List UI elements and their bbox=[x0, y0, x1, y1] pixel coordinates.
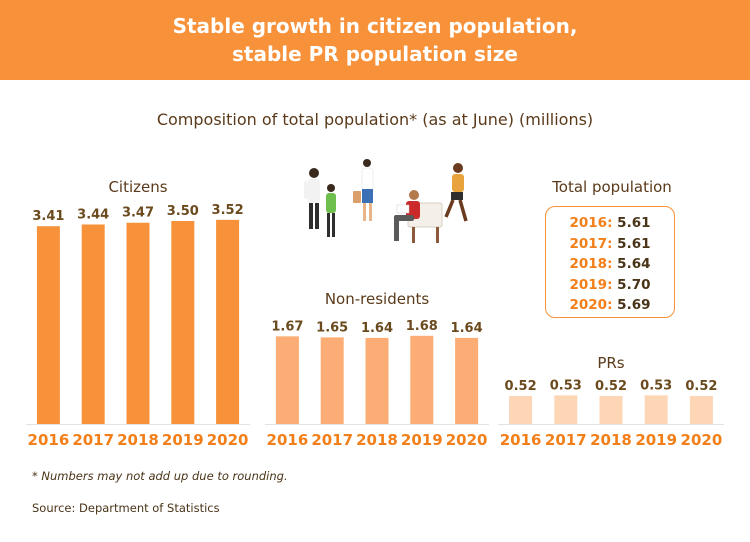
total-population-value: 5.61 bbox=[612, 235, 651, 252]
non-residents-bar-2020 bbox=[455, 337, 479, 424]
non-residents-value-label: 1.64 bbox=[451, 321, 483, 336]
prs-bar-2017 bbox=[554, 395, 578, 424]
header-banner: Stable growth in citizen population, sta… bbox=[0, 0, 750, 80]
non-residents-bar-2018 bbox=[365, 337, 389, 424]
total-population-year: 2019: bbox=[569, 276, 613, 293]
prs-year-label: 2017 bbox=[545, 431, 587, 449]
non-residents-chart-title: Non-residents bbox=[325, 290, 430, 308]
prs-year-label: 2018 bbox=[590, 431, 632, 449]
citizens-value-label: 3.52 bbox=[212, 203, 244, 218]
non-residents-bar-2017 bbox=[320, 337, 344, 424]
citizens-bar-2016 bbox=[36, 226, 60, 424]
citizens-year-label: 2016 bbox=[28, 431, 70, 449]
total-population-value: 5.69 bbox=[612, 297, 651, 313]
prs-bar-2019 bbox=[644, 395, 668, 424]
citizens-value-label: 3.44 bbox=[77, 207, 109, 222]
citizens-bar-2020 bbox=[216, 219, 240, 424]
citizens-bar-2018 bbox=[126, 222, 150, 424]
citizens-value-label: 3.50 bbox=[167, 204, 199, 219]
total-population-title: Total population bbox=[552, 178, 672, 196]
prs-value-label: 0.52 bbox=[685, 379, 717, 394]
total-population-value: 5.70 bbox=[612, 276, 651, 293]
citizens-bar-2019 bbox=[171, 221, 195, 424]
total-population-year: 2020: bbox=[569, 297, 613, 313]
prs-year-label: 2020 bbox=[681, 431, 723, 449]
prs-bar-2018 bbox=[599, 395, 623, 424]
prs-value-label: 0.52 bbox=[595, 379, 627, 394]
total-population-row: 2020: 5.69 bbox=[546, 295, 674, 316]
total-population-row: 2018: 5.64 bbox=[546, 254, 674, 275]
prs-chart-title: PRs bbox=[597, 354, 624, 372]
prs-year-label: 2019 bbox=[635, 431, 677, 449]
prs-value-label: 0.52 bbox=[505, 379, 537, 394]
non-residents-value-label: 1.65 bbox=[316, 320, 348, 335]
page-title-line-2: stable PR population size bbox=[232, 42, 518, 66]
non-residents-year-label: 2016 bbox=[267, 431, 309, 449]
prs-value-label: 0.53 bbox=[550, 378, 582, 393]
non-residents-year-label: 2018 bbox=[356, 431, 398, 449]
non-residents-year-label: 2017 bbox=[311, 431, 353, 449]
non-residents-bar-2019 bbox=[410, 335, 434, 424]
prs-bar-2020 bbox=[689, 395, 713, 424]
total-population-row: 2016: 5.61 bbox=[546, 213, 674, 234]
total-population-value: 5.64 bbox=[612, 256, 651, 272]
non-residents-value-label: 1.67 bbox=[271, 319, 303, 334]
total-population-year: 2016: bbox=[569, 215, 613, 231]
chart-subtitle: Composition of total population* (as at … bbox=[156, 110, 594, 129]
total-population-year: 2017: bbox=[569, 235, 613, 252]
non-residents-year-label: 2019 bbox=[401, 431, 443, 449]
citizens-chart-title: Citizens bbox=[108, 178, 167, 196]
prs-bar-2016 bbox=[509, 395, 533, 424]
citizens-value-label: 3.41 bbox=[32, 209, 64, 224]
rounding-footnote: * Numbers may not add up due to rounding… bbox=[32, 469, 288, 483]
total-population-value: 5.61 bbox=[612, 215, 651, 231]
non-residents-value-label: 1.64 bbox=[361, 321, 393, 336]
total-population-box: 2016: 5.61 2017: 5.61 2018: 5.64 2019: 5.70… bbox=[545, 206, 675, 318]
citizens-year-label: 2020 bbox=[207, 431, 249, 449]
prs-year-label: 2016 bbox=[500, 431, 542, 449]
citizens-year-label: 2017 bbox=[72, 431, 114, 449]
citizens-bar-2017 bbox=[81, 224, 105, 424]
page-title-line-1: Stable growth in citizen population, bbox=[172, 14, 578, 38]
prs-value-label: 0.53 bbox=[640, 378, 672, 393]
non-residents-year-label: 2020 bbox=[446, 431, 488, 449]
total-population-row: 2019: 5.70 bbox=[546, 275, 674, 296]
total-population-row: 2017: 5.61 bbox=[546, 234, 674, 255]
citizens-year-label: 2018 bbox=[117, 431, 159, 449]
non-residents-bar-2016 bbox=[275, 336, 299, 424]
total-population-year: 2018: bbox=[569, 256, 613, 272]
source-note: Source: Department of Statistics bbox=[32, 501, 220, 515]
citizens-year-label: 2019 bbox=[162, 431, 204, 449]
non-residents-value-label: 1.68 bbox=[406, 319, 438, 334]
people-walking-and-sitting-on-bench-icon bbox=[304, 159, 468, 243]
citizens-value-label: 3.47 bbox=[122, 206, 154, 221]
